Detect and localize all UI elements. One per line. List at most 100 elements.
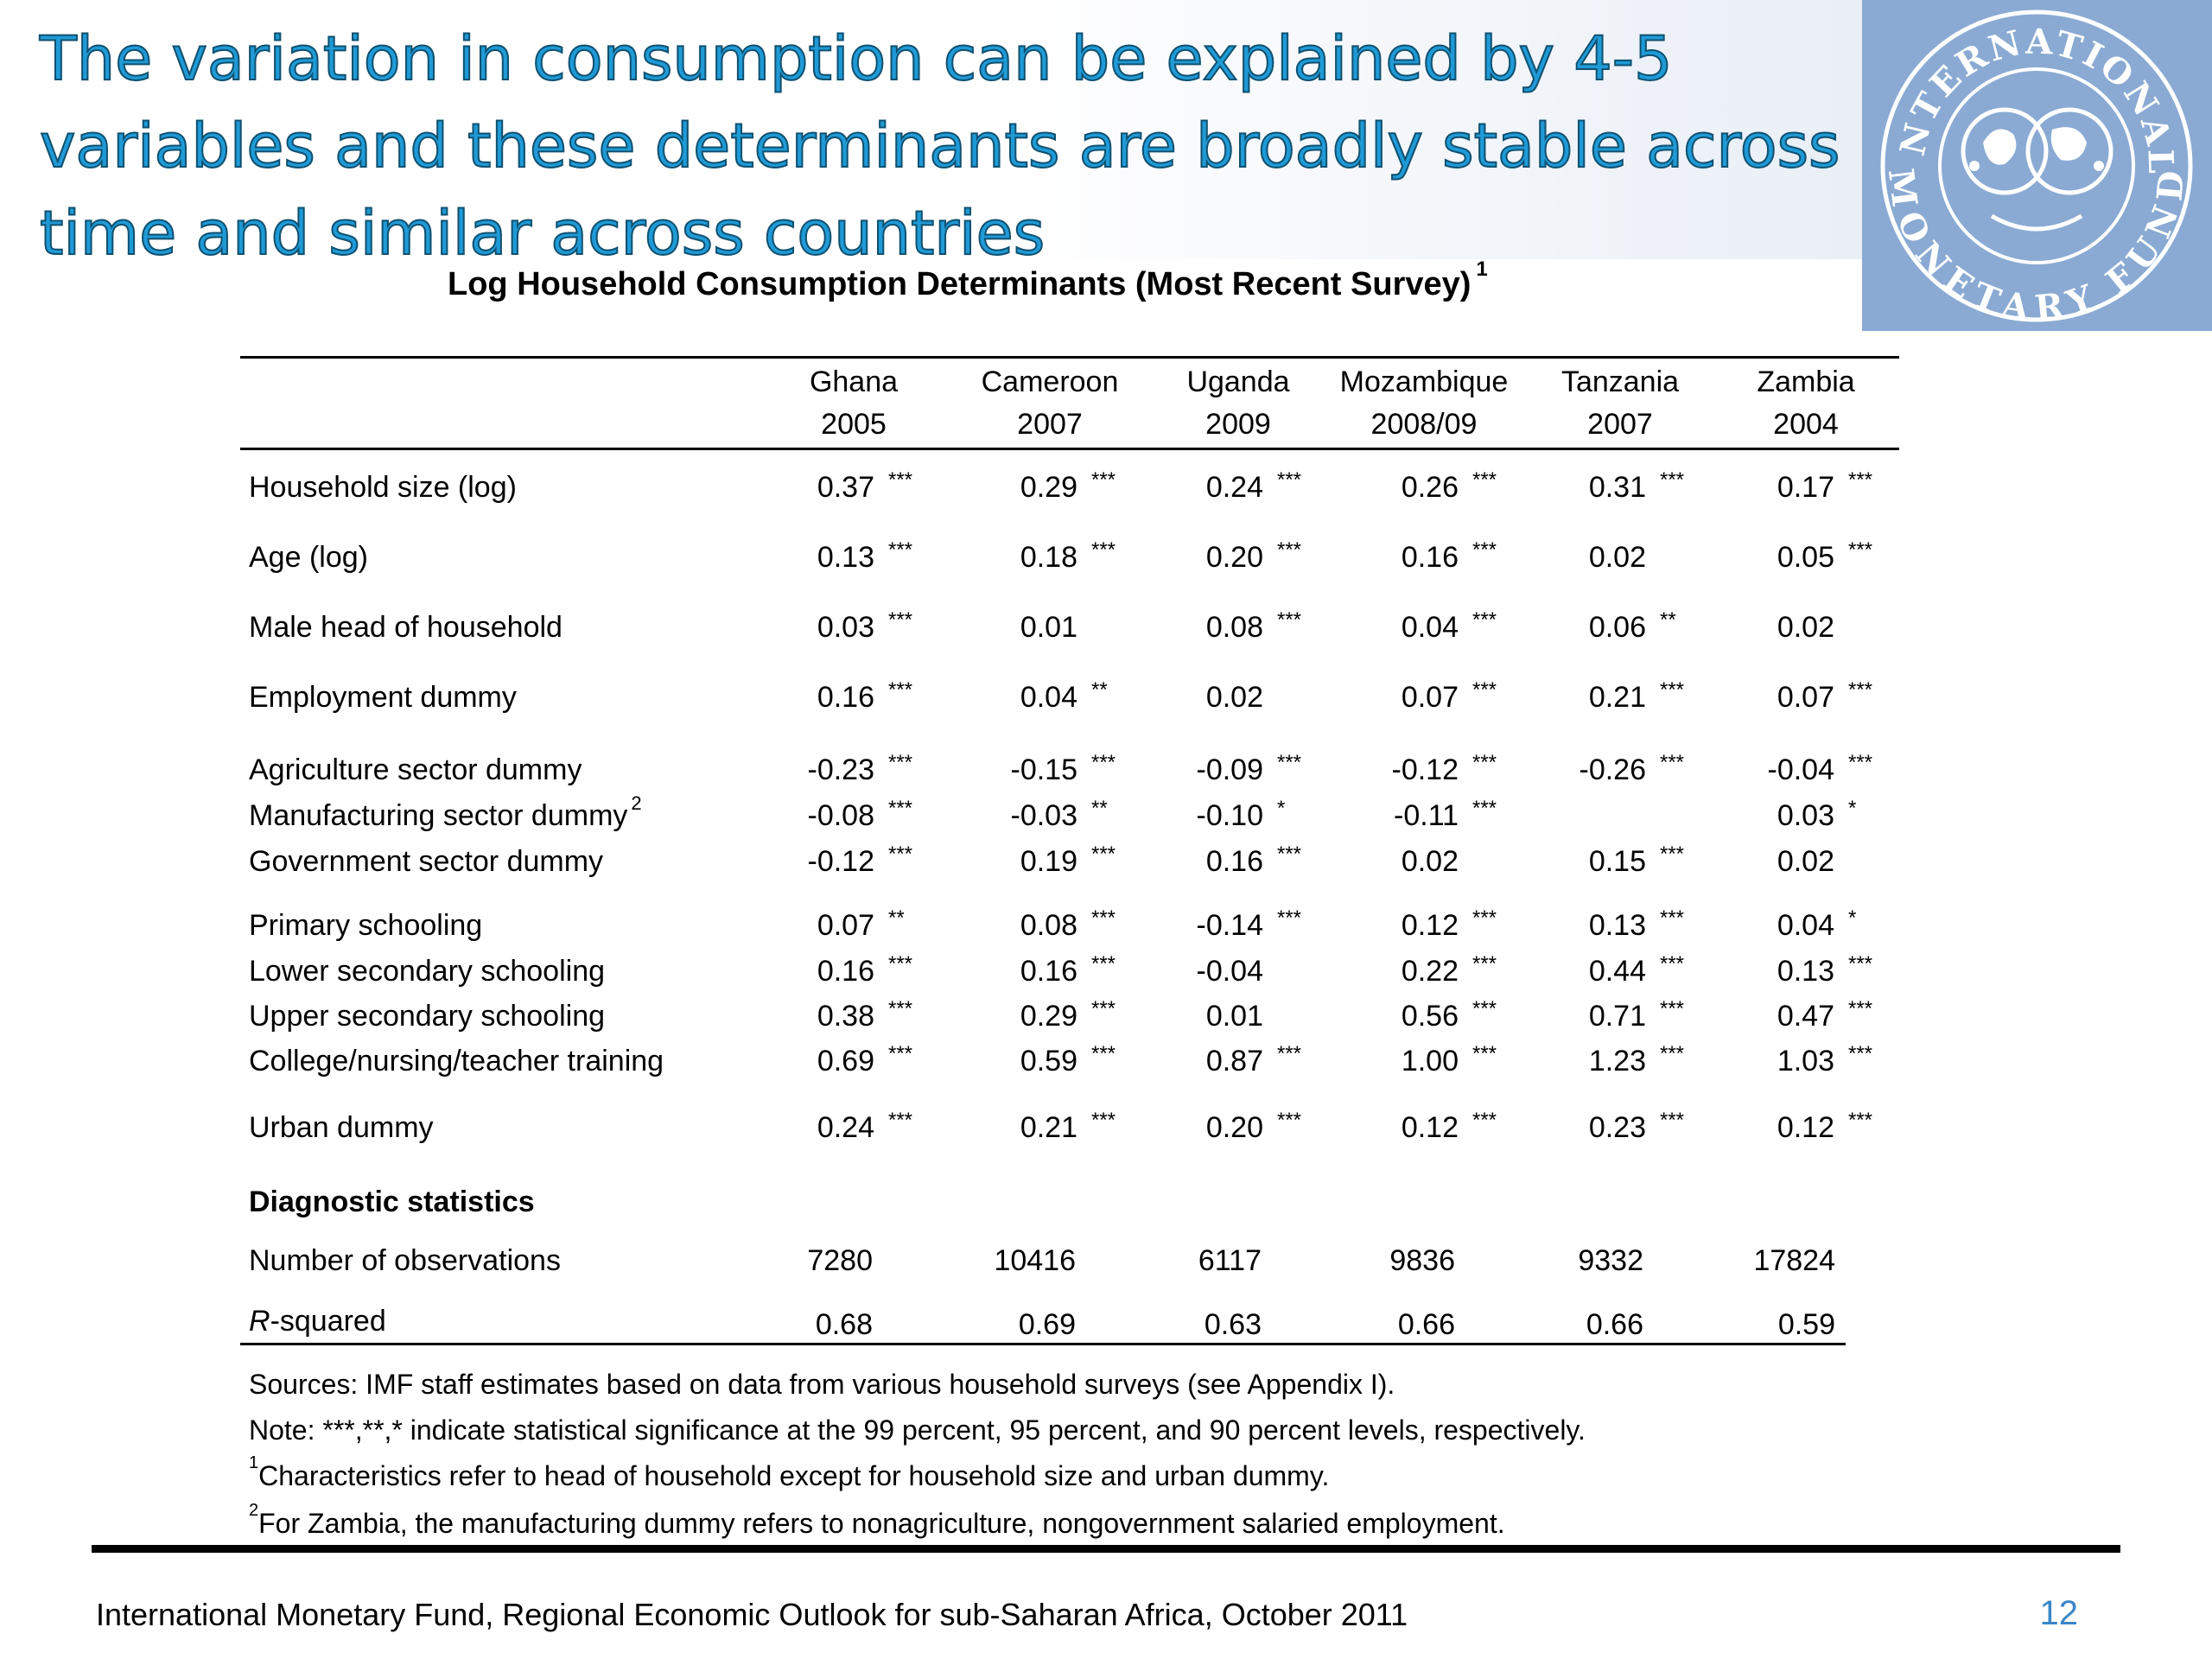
coefficient-value: 0.24 (817, 1111, 874, 1144)
coefficient-value: -0.04 (1196, 955, 1264, 988)
coefficient-value: -0.04 (1767, 753, 1835, 786)
significance-stars: *** (1660, 952, 1685, 976)
significance-stars: *** (1848, 468, 1873, 492)
significance-stars: *** (1660, 468, 1685, 492)
row-label: Primary schooling (249, 909, 482, 943)
significance-stars: ** (1091, 797, 1108, 820)
coefficient-value: 0.19 (1020, 845, 1077, 878)
coefficient-value: 0.69 (817, 1045, 874, 1077)
coefficient-value: 0.17 (1777, 471, 1834, 504)
column-header-year: 2008/09 (1370, 408, 1478, 441)
column-header-country: Mozambique (1339, 365, 1509, 398)
table-title-text: Log Household Consumption Determinants (… (448, 266, 1471, 302)
significance-stars: *** (1091, 538, 1116, 562)
significance-stars: *** (1472, 906, 1497, 930)
coefficient-value: 0.05 (1777, 541, 1834, 574)
table-note: 2For Zambia, the manufacturing dummy ref… (249, 1501, 1505, 1540)
significance-stars: *** (1848, 678, 1873, 702)
coefficient-value: 0.21 (1588, 681, 1646, 714)
row-label-text: Primary schooling (249, 909, 483, 942)
column-header-country: Cameroon (981, 365, 1119, 398)
coefficient-value: 0.02 (1401, 845, 1459, 878)
coefficient-value: 0.24 (1205, 471, 1263, 504)
row-label: College/nursing/teacher training (249, 1045, 664, 1078)
footer-citation: International Monetary Fund, Regional Ec… (96, 1597, 1408, 1632)
table-note: Note: ***,**,* indicate statistical sign… (249, 1414, 1586, 1446)
significance-stars: * (1848, 797, 1857, 820)
significance-stars: *** (1091, 842, 1116, 866)
significance-stars: *** (1277, 842, 1302, 866)
row-label-text: Manufacturing sector dummy (249, 799, 628, 832)
significance-stars: *** (888, 1109, 913, 1132)
significance-stars: *** (1472, 538, 1497, 562)
observations-value: 9332 (1578, 1244, 1643, 1277)
significance-stars: * (1848, 906, 1857, 930)
coefficient-value: 0.20 (1205, 1111, 1263, 1144)
coefficient-value: 0.16 (817, 955, 874, 988)
coefficient-value: 0.22 (1401, 955, 1459, 988)
column-header-country: Uganda (1186, 365, 1290, 398)
rsquared-value: 0.69 (1018, 1308, 1076, 1341)
significance-stars: *** (1277, 906, 1302, 930)
row-label-text: Age (log) (249, 541, 368, 574)
coefficient-value: -0.14 (1196, 909, 1264, 942)
coefficient-value: 0.59 (1020, 1045, 1077, 1077)
observations-value: 9836 (1389, 1244, 1455, 1277)
rsquared-label: R-squared (249, 1305, 386, 1338)
rsquared-value: 0.66 (1586, 1308, 1643, 1341)
observations-label: Number of observations (249, 1244, 561, 1277)
rsquared-value: 0.59 (1777, 1308, 1835, 1341)
significance-stars: *** (1091, 952, 1116, 976)
slide-title: The variation in consumption can be expl… (39, 22, 1841, 270)
note-footnote-marker: 2 (249, 1501, 259, 1520)
significance-stars: *** (888, 842, 913, 866)
svg-text:MONETARY FUND: MONETARY FUND (1880, 167, 2193, 329)
column-header-country: Tanzania (1560, 365, 1680, 398)
row-label-footnote: 2 (631, 792, 642, 814)
column-header-year: 2005 (821, 408, 887, 441)
coefficient-value: -0.15 (1010, 753, 1078, 786)
coefficient-value: 0.16 (1020, 955, 1077, 988)
significance-stars: *** (1848, 538, 1873, 562)
note-text: Characteristics refer to head of househo… (258, 1460, 1330, 1491)
rsquared-value: 0.66 (1397, 1308, 1455, 1341)
table-note: Sources: IMF staff estimates based on da… (249, 1369, 1395, 1401)
column-header-year: 2004 (1773, 408, 1839, 441)
row-label-text: Upper secondary schooling (249, 1000, 606, 1033)
significance-stars: *** (888, 1042, 913, 1065)
significance-stars: *** (1472, 1109, 1497, 1132)
significance-stars: *** (1277, 1042, 1302, 1065)
observations-value: 7280 (807, 1244, 873, 1277)
coefficient-value: 0.38 (817, 1000, 874, 1033)
observations-value: 6117 (1198, 1244, 1262, 1277)
significance-stars: *** (1472, 608, 1497, 632)
significance-stars: * (1277, 797, 1286, 820)
significance-stars: *** (1472, 952, 1497, 976)
significance-stars: *** (1472, 751, 1497, 774)
row-label: Lower secondary schooling (249, 955, 605, 988)
coefficient-value: 0.13 (817, 541, 874, 574)
significance-stars: *** (1472, 678, 1497, 702)
coefficient-value: 0.06 (1588, 611, 1646, 644)
coefficient-value: -0.10 (1196, 799, 1264, 832)
row-label: Male head of household (249, 611, 563, 645)
significance-stars: ** (1091, 678, 1108, 702)
row-label: Upper secondary schooling (249, 1000, 605, 1033)
seal-bottom-text: MONETARY FUND (1880, 167, 2190, 329)
significance-stars: *** (1660, 678, 1685, 702)
coefficient-value: 0.03 (817, 611, 874, 644)
coefficient-value: 0.71 (1588, 1000, 1646, 1033)
rsquared-label-text: -squared (270, 1305, 386, 1338)
significance-stars: *** (1848, 952, 1873, 976)
observations-value: 17824 (1753, 1244, 1835, 1277)
rsquared-value: 0.63 (1204, 1308, 1262, 1341)
coefficient-value: 0.26 (1401, 471, 1459, 504)
row-label: Employment dummy (249, 681, 517, 715)
significance-stars: *** (1091, 468, 1116, 492)
diagnostics-heading: Diagnostic statistics (249, 1185, 535, 1218)
significance-stars: *** (888, 997, 913, 1020)
column-header-country: Ghana (809, 365, 899, 398)
coefficient-value: 0.02 (1777, 611, 1834, 644)
row-label-text: Household size (log) (249, 471, 517, 504)
coefficient-value: 0.08 (1020, 909, 1077, 942)
